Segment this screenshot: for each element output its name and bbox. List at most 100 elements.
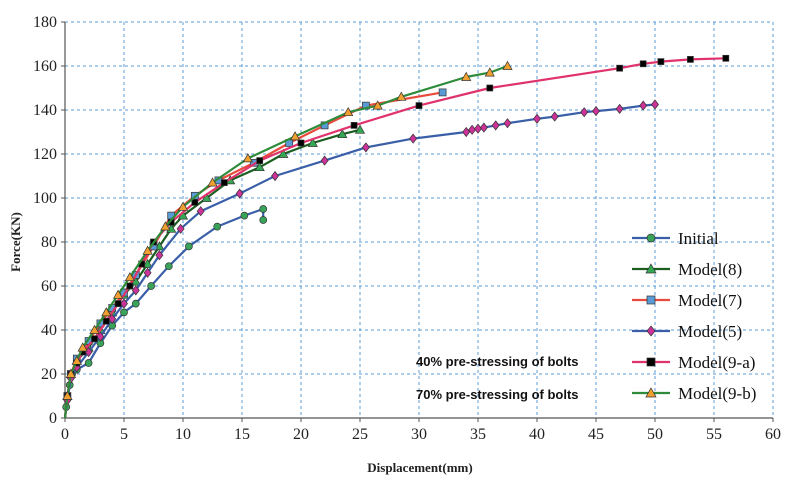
- data-point: [592, 106, 600, 117]
- y-tick-label: 140: [33, 102, 57, 119]
- x-tick-label: 20: [293, 426, 309, 443]
- y-tick-label: 100: [33, 190, 57, 207]
- legend-item: Initial: [632, 229, 719, 248]
- data-point: [396, 91, 407, 101]
- data-point: [438, 88, 447, 97]
- data-point: [242, 153, 253, 163]
- legend-item: Model(9-a): [632, 353, 755, 372]
- data-point: [687, 56, 694, 63]
- data-point: [616, 64, 623, 72]
- data-point: [350, 122, 358, 129]
- data-point: [126, 282, 134, 290]
- data-point: [361, 142, 370, 153]
- data-point: [491, 120, 500, 131]
- legend-item: Model(8): [632, 260, 742, 279]
- data-point: [176, 223, 185, 234]
- data-point: [484, 67, 495, 77]
- y-tick-label: 20: [41, 366, 57, 383]
- data-point: [580, 107, 589, 118]
- data-point: [207, 177, 218, 187]
- grid: [65, 21, 774, 418]
- data-point: [191, 199, 199, 206]
- data-point: [177, 201, 189, 211]
- y-tick-label: 120: [33, 146, 57, 163]
- data-point: [651, 99, 659, 110]
- legend-label: Initial: [678, 229, 719, 248]
- data-point: [645, 387, 657, 398]
- legend-item: Model(9-b): [632, 384, 756, 403]
- data-point: [645, 263, 657, 274]
- data-point: [259, 205, 268, 213]
- data-point: [354, 124, 366, 134]
- y-tick-label: 160: [33, 58, 57, 75]
- data-point: [646, 295, 656, 305]
- data-point: [290, 131, 301, 141]
- x-tick-label: 55: [706, 426, 722, 443]
- x-tick-label: 0: [61, 426, 69, 443]
- data-point: [131, 285, 140, 296]
- legend-label: Model(9-b): [678, 384, 756, 403]
- x-axis-title: Displacement(mm): [367, 460, 472, 475]
- tick-labels: 0 5 10 15 20 25 30 35 40 45 50 55 60 0 20 40 60 80 100 120 1…: [33, 14, 781, 443]
- data-point: [147, 282, 155, 290]
- legend-label: Model(8): [678, 260, 742, 279]
- data-point: [113, 289, 124, 299]
- data-point: [120, 308, 128, 317]
- axes: [61, 21, 774, 422]
- data-point: [343, 106, 354, 117]
- data-point: [102, 317, 110, 325]
- data-point: [486, 84, 494, 92]
- data-point: [71, 355, 82, 365]
- data-point: [254, 161, 265, 172]
- data-point: [120, 298, 128, 309]
- series-model-9-b-: [62, 60, 513, 419]
- data-point: [84, 359, 93, 367]
- y-tick-label: 80: [41, 234, 57, 251]
- data-point: [235, 188, 244, 199]
- data-point: [461, 71, 472, 81]
- y-tick-label: 60: [41, 278, 57, 295]
- x-tick-label: 45: [588, 426, 604, 443]
- data-point: [646, 233, 656, 243]
- data-point: [142, 245, 153, 255]
- data-point: [337, 128, 348, 139]
- y-tick-label: 0: [49, 410, 57, 427]
- data-point: [320, 155, 329, 166]
- data-point: [256, 157, 264, 164]
- data-point: [307, 137, 318, 147]
- data-point: [142, 258, 153, 268]
- data-point: [297, 139, 305, 147]
- data-point: [415, 102, 423, 109]
- data-point: [639, 100, 648, 111]
- legend-item: Model(5): [632, 322, 742, 341]
- legend-label: Model(9-a): [678, 353, 755, 372]
- data-point: [185, 242, 193, 251]
- x-tick-label: 35: [470, 426, 486, 443]
- legend-label: Model(5): [678, 322, 742, 341]
- data-point: [646, 357, 656, 367]
- data-point: [220, 179, 228, 186]
- data-point: [657, 58, 665, 65]
- x-tick-label: 15: [234, 426, 250, 443]
- data-point: [114, 300, 122, 307]
- data-point: [160, 221, 171, 231]
- data-point: [124, 271, 135, 282]
- x-tick-label: 60: [765, 426, 781, 443]
- data-point: [62, 390, 73, 400]
- data-point: [550, 111, 559, 122]
- data-point: [89, 324, 100, 334]
- series-layer: [62, 54, 730, 419]
- data-point: [155, 250, 164, 261]
- data-point: [646, 325, 656, 337]
- annotation-40-prestress: 40% pre-stressing of bolts: [416, 354, 579, 369]
- data-point: [213, 222, 222, 231]
- data-point: [372, 100, 383, 110]
- data-point: [639, 60, 647, 68]
- data-point: [503, 118, 512, 129]
- x-tick-label: 30: [411, 426, 427, 443]
- data-point: [462, 126, 471, 138]
- x-tick-label: 50: [647, 426, 663, 443]
- x-tick-label: 40: [529, 426, 545, 443]
